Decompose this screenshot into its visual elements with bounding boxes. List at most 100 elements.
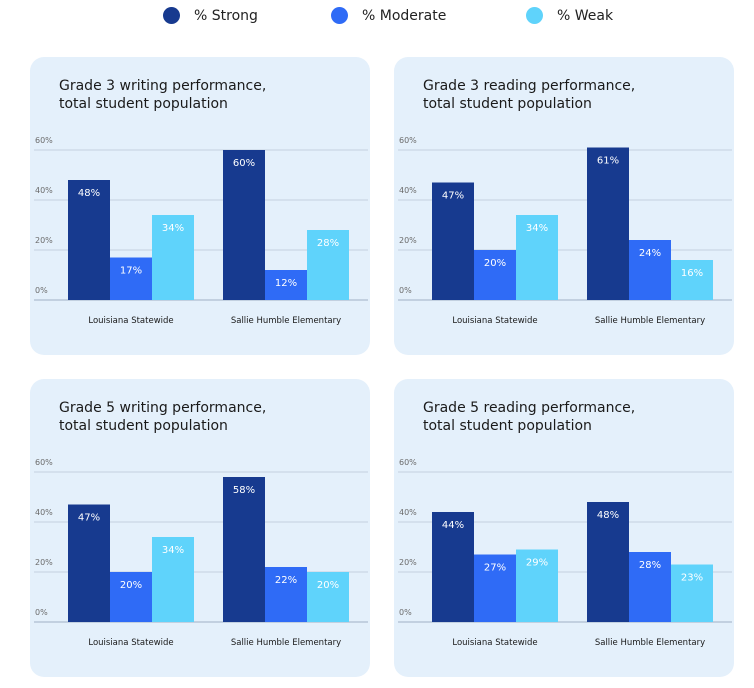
- bar-value-label: 24%: [639, 248, 661, 259]
- category-label: Sallie Humble Elementary: [231, 316, 341, 326]
- y-tick-label: 40%: [35, 508, 53, 517]
- bar: [223, 477, 265, 622]
- y-tick-label: 40%: [399, 508, 417, 517]
- bar: [629, 240, 671, 300]
- bar: [587, 147, 629, 300]
- y-tick-label: 60%: [399, 136, 417, 145]
- bar-value-label: 12%: [275, 278, 297, 289]
- chart-title-line: total student population: [59, 96, 228, 112]
- chart-title-line: Grade 5 writing performance,: [59, 400, 267, 416]
- bar: [516, 549, 558, 622]
- chart-title: Grade 3 writing performance, total studen…: [59, 77, 349, 113]
- category-label: Louisiana Statewide: [452, 638, 537, 648]
- bar: [152, 537, 194, 622]
- bar: [474, 250, 516, 300]
- legend-item-moderate: % Moderate: [331, 7, 446, 24]
- bar-value-label: 20%: [484, 258, 506, 269]
- y-tick-label: 40%: [35, 186, 53, 195]
- bar-value-label: 20%: [120, 580, 142, 591]
- bar-chart: 0% 20% 40% 60% 48% 17% 34% Louisiana Statewide 6…: [34, 136, 368, 326]
- y-tick-label: 20%: [35, 236, 53, 245]
- chart-title-line: Grade 5 reading performance,: [423, 400, 636, 416]
- y-tick-label: 20%: [399, 558, 417, 567]
- bar-value-label: 23%: [681, 573, 703, 584]
- bar-value-label: 48%: [597, 510, 619, 521]
- bar: [265, 270, 307, 300]
- bar-value-label: 60%: [233, 158, 255, 169]
- legend-item-strong: % Strong: [163, 7, 258, 24]
- category-label: Louisiana Statewide: [88, 316, 173, 326]
- category-label: Sallie Humble Elementary: [231, 638, 341, 648]
- bar: [474, 554, 516, 622]
- bar-value-label: 34%: [162, 223, 184, 234]
- y-tick-label: 0%: [35, 286, 48, 295]
- bar-chart: 0% 20% 40% 60% 44% 27% 29% Louisiana Statewide 4…: [398, 458, 732, 648]
- bar-value-label: 22%: [275, 575, 297, 586]
- bar: [671, 260, 713, 300]
- bar-value-label: 61%: [597, 156, 619, 167]
- bar: [307, 572, 349, 622]
- y-tick-label: 60%: [35, 458, 53, 467]
- y-tick-label: 60%: [399, 458, 417, 467]
- y-tick-label: 60%: [35, 136, 53, 145]
- bar: [587, 502, 629, 622]
- bar: [432, 512, 474, 622]
- y-tick-label: 0%: [399, 608, 412, 617]
- bar-value-label: 29%: [526, 558, 548, 569]
- bar-value-label: 27%: [484, 563, 506, 574]
- chart-title: Grade 5 reading performance, total studen…: [423, 399, 713, 435]
- bar-value-label: 47%: [78, 513, 100, 524]
- bar-value-label: 28%: [317, 238, 339, 249]
- legend-label: % Strong: [194, 7, 258, 24]
- y-tick-label: 0%: [35, 608, 48, 617]
- bar: [629, 552, 671, 622]
- bar-value-label: 48%: [78, 188, 100, 199]
- y-tick-label: 20%: [399, 236, 417, 245]
- legend-label: % Weak: [557, 7, 614, 24]
- bar-chart: 0% 20% 40% 60% 47% 20% 34% Louisiana Statewide 6…: [398, 136, 732, 326]
- legend: % Strong % Moderate % Weak: [0, 0, 754, 34]
- legend-swatch-moderate: [331, 7, 348, 24]
- bar-value-label: 17%: [120, 266, 142, 277]
- bar-value-label: 34%: [162, 545, 184, 556]
- bar: [68, 180, 110, 300]
- legend-swatch-weak: [526, 7, 543, 24]
- chart-title-line: total student population: [423, 418, 592, 434]
- category-label: Sallie Humble Elementary: [595, 638, 705, 648]
- bar: [68, 504, 110, 622]
- chart-title-line: total student population: [59, 418, 228, 434]
- chart-panel: Grade 5 writing performance, total studen…: [30, 379, 370, 677]
- bar: [516, 215, 558, 300]
- chart-title: Grade 3 reading performance, total studen…: [423, 77, 713, 113]
- category-label: Louisiana Statewide: [88, 638, 173, 648]
- bar-value-label: 20%: [317, 580, 339, 591]
- bar-value-label: 58%: [233, 485, 255, 496]
- bar: [110, 572, 152, 622]
- bar-value-label: 47%: [442, 191, 464, 202]
- y-tick-label: 20%: [35, 558, 53, 567]
- bar: [110, 257, 152, 300]
- bar: [152, 215, 194, 300]
- bar: [432, 182, 474, 300]
- legend-label: % Moderate: [362, 7, 447, 24]
- bar-value-label: 16%: [681, 268, 703, 279]
- bar: [671, 564, 713, 622]
- chart-title-line: Grade 3 writing performance,: [59, 78, 267, 94]
- chart-panel: Grade 3 reading performance, total studen…: [394, 57, 734, 355]
- y-tick-label: 0%: [399, 286, 412, 295]
- category-label: Louisiana Statewide: [452, 316, 537, 326]
- bar-value-label: 28%: [639, 560, 661, 571]
- chart-title: Grade 5 writing performance, total studen…: [59, 399, 349, 435]
- chart-panel: Grade 5 reading performance, total studen…: [394, 379, 734, 677]
- bar: [265, 567, 307, 622]
- chart-panel: Grade 3 writing performance, total studen…: [30, 57, 370, 355]
- bar-value-label: 34%: [526, 223, 548, 234]
- y-tick-label: 40%: [399, 186, 417, 195]
- legend-swatch-strong: [163, 7, 180, 24]
- bar-value-label: 44%: [442, 520, 464, 531]
- bar-chart: 0% 20% 40% 60% 47% 20% 34% Louisiana Statewide 5…: [34, 458, 368, 648]
- bar: [307, 230, 349, 300]
- bar: [223, 150, 265, 300]
- chart-title-line: Grade 3 reading performance,: [423, 78, 636, 94]
- legend-item-weak: % Weak: [526, 7, 613, 24]
